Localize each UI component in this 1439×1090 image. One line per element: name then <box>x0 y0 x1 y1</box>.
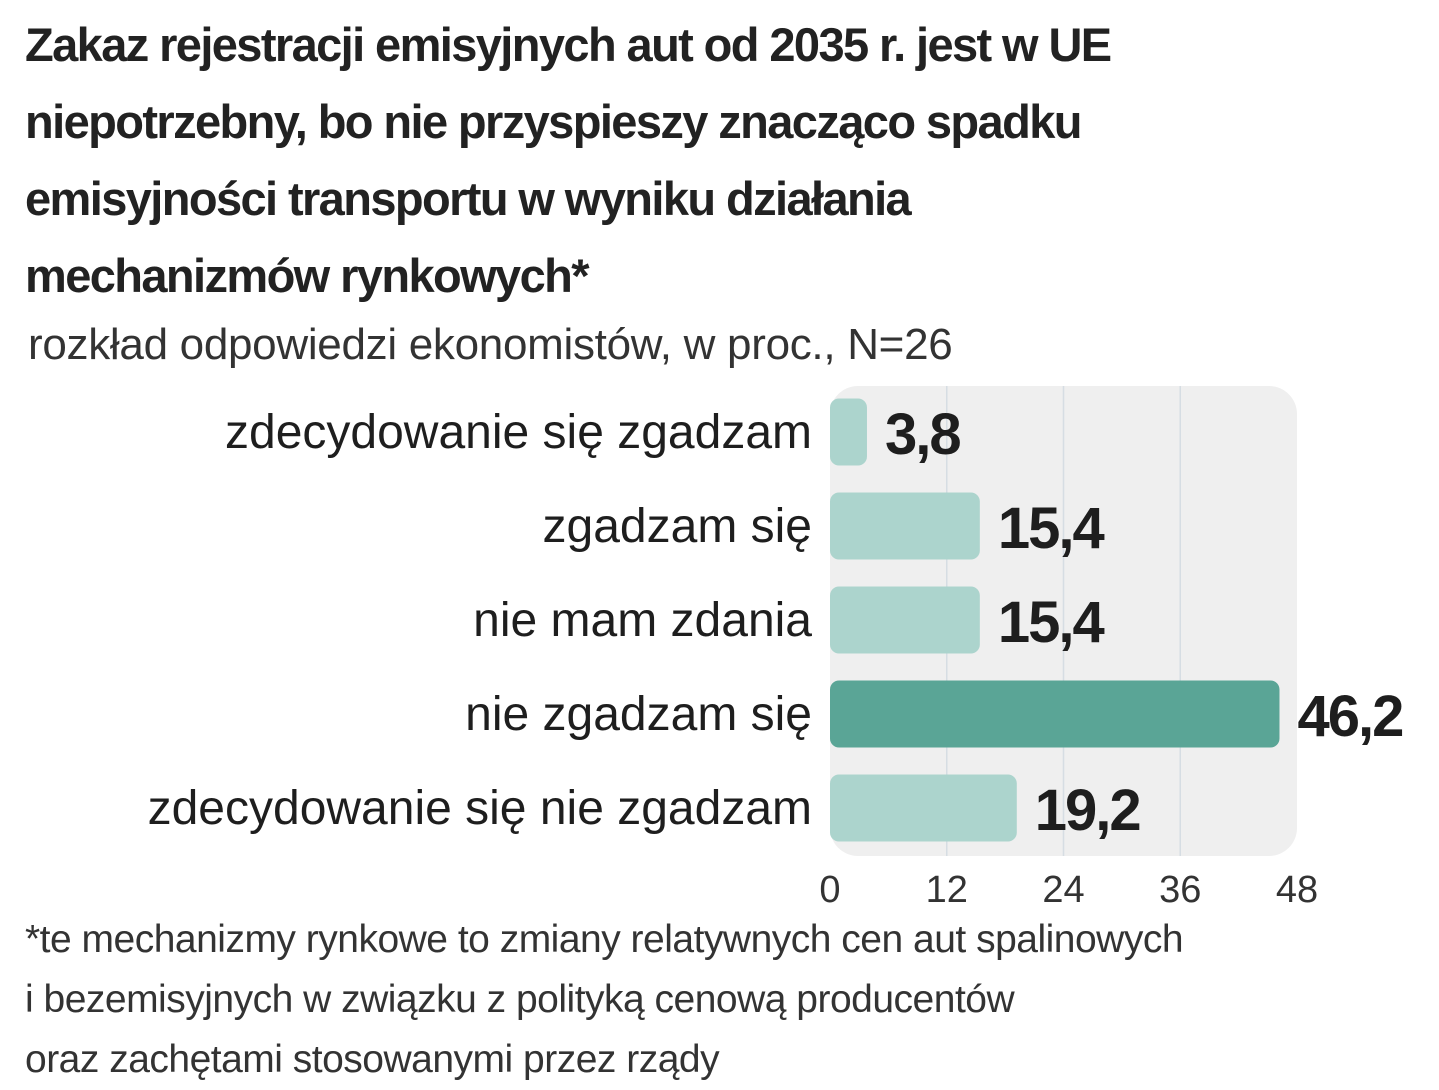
bar <box>830 586 980 654</box>
bar <box>830 774 1017 842</box>
footnote: *te mechanizmy rynkowe to zmiany relatyw… <box>25 910 1184 1090</box>
footnote-line: i bezemisyjnych w związku z polityką cen… <box>25 978 1015 1021</box>
bar <box>830 398 867 466</box>
title-line: niepotrzebny, bo nie przyspieszy znacząc… <box>25 95 1082 148</box>
title-line: emisyjności transportu w wyniku działani… <box>25 172 912 225</box>
value-label: 15,4 <box>998 496 1105 561</box>
value-label: 19,2 <box>1035 778 1140 843</box>
title-line: mechanizmów rynkowych* <box>25 249 590 302</box>
x-tick-label: 0 <box>819 869 840 911</box>
title-line: Zakaz rejestracji emisyjnych aut od 2035… <box>25 18 1112 71</box>
bar <box>830 680 1280 748</box>
chart-title: Zakaz rejestracji emisyjnych aut od 2035… <box>25 6 1112 314</box>
value-label: 46,2 <box>1297 684 1402 749</box>
category-label: nie zgadzam się <box>465 688 812 741</box>
x-tick-label: 24 <box>1042 869 1084 911</box>
category-label: zdecydowanie się zgadzam <box>225 406 812 459</box>
x-tick-label: 12 <box>926 869 968 911</box>
chart-subtitle: rozkład odpowiedzi ekonomistów, w proc.,… <box>28 320 953 369</box>
bar <box>830 492 980 560</box>
x-tick-label: 36 <box>1159 869 1201 911</box>
footnote-line: *te mechanizmy rynkowe to zmiany relatyw… <box>25 918 1184 961</box>
category-label: nie mam zdania <box>473 594 812 647</box>
x-tick-label: 48 <box>1276 869 1318 911</box>
category-label: zdecydowanie się nie zgadzam <box>148 782 812 835</box>
category-label: zgadzam się <box>543 500 812 553</box>
footnote-line: oraz zachętami stosowanymi przez rządy <box>25 1038 720 1081</box>
value-label: 3,8 <box>885 402 960 467</box>
value-label: 15,4 <box>998 590 1105 655</box>
